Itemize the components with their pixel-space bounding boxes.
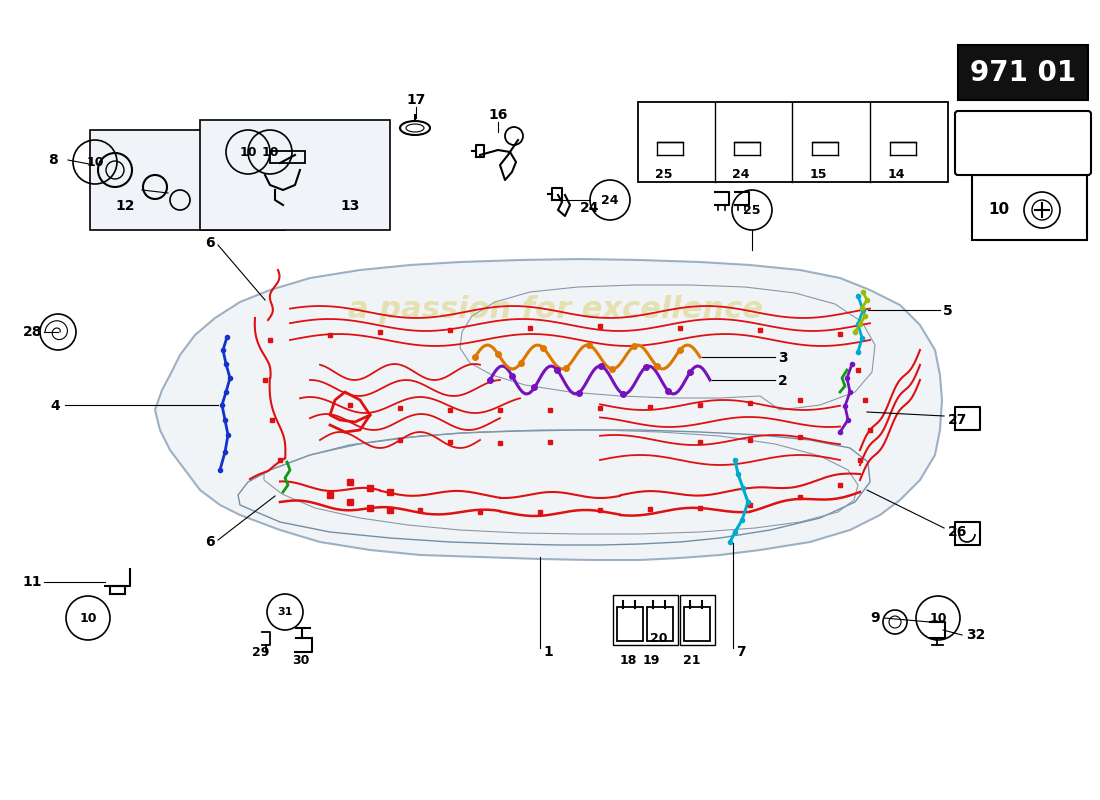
Text: 5: 5 — [943, 304, 953, 318]
Text: 24: 24 — [732, 167, 749, 181]
Text: 28: 28 — [22, 325, 42, 339]
Text: 25: 25 — [744, 203, 761, 217]
Text: 26: 26 — [948, 525, 967, 539]
Text: 10: 10 — [262, 146, 278, 158]
FancyBboxPatch shape — [638, 102, 948, 182]
Text: 24: 24 — [581, 201, 600, 215]
Text: 20: 20 — [650, 631, 668, 645]
Text: 24: 24 — [602, 194, 618, 206]
FancyBboxPatch shape — [955, 111, 1091, 175]
Text: 10: 10 — [79, 611, 97, 625]
Text: 10: 10 — [930, 611, 947, 625]
Text: 10: 10 — [988, 202, 1009, 218]
Text: 11: 11 — [22, 575, 42, 589]
Text: 25: 25 — [654, 167, 672, 181]
Text: 6: 6 — [206, 535, 214, 549]
Text: 2: 2 — [778, 374, 788, 388]
Text: 21: 21 — [683, 654, 701, 666]
Text: 1: 1 — [543, 645, 552, 659]
Text: 12: 12 — [116, 199, 134, 213]
FancyBboxPatch shape — [958, 45, 1088, 100]
Text: 32: 32 — [966, 628, 986, 642]
FancyBboxPatch shape — [200, 120, 390, 230]
Text: 14: 14 — [888, 167, 905, 181]
Text: 10: 10 — [240, 146, 256, 158]
Text: 8: 8 — [48, 153, 57, 167]
Text: 19: 19 — [644, 654, 660, 666]
Text: a passion for excellence: a passion for excellence — [348, 295, 762, 325]
Text: 31: 31 — [277, 607, 293, 617]
Text: 27: 27 — [948, 413, 967, 427]
FancyBboxPatch shape — [90, 130, 285, 230]
Text: 29: 29 — [252, 646, 270, 658]
FancyBboxPatch shape — [972, 175, 1087, 240]
Text: 30: 30 — [292, 654, 309, 666]
Text: 4: 4 — [51, 399, 60, 413]
Text: 18: 18 — [620, 654, 637, 666]
Text: 971 01: 971 01 — [970, 59, 1076, 87]
Text: 10: 10 — [86, 155, 103, 169]
Text: 7: 7 — [736, 645, 746, 659]
Text: 16: 16 — [488, 108, 508, 122]
Text: 17: 17 — [406, 93, 426, 107]
Text: 3: 3 — [778, 351, 788, 365]
Polygon shape — [155, 259, 942, 560]
Text: 15: 15 — [810, 167, 827, 181]
Text: 13: 13 — [340, 199, 360, 213]
Text: 9: 9 — [870, 611, 880, 625]
Text: 6: 6 — [206, 236, 214, 250]
